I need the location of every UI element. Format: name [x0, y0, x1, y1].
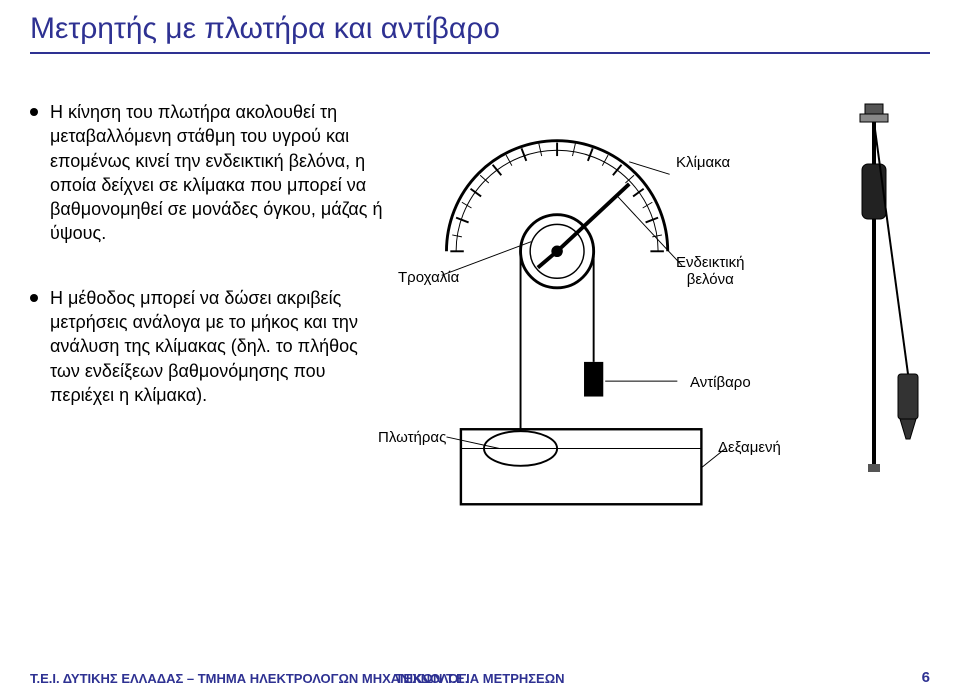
label-velona: Ενδεικτική βελόνα: [676, 254, 744, 288]
text-column: Η κίνηση του πλωτήρα ακολουθεί τη μεταβα…: [30, 94, 390, 447]
bullet-text: Η κίνηση του πλωτήρα ακολουθεί τη μεταβα…: [50, 100, 390, 246]
bullet-text: Η μέθοδος μπορεί να δώσει ακριβείς μετρή…: [50, 286, 390, 407]
bullet-dot-icon: [30, 294, 38, 302]
bullet-item: Η κίνηση του πλωτήρα ακολουθεί τη μεταβα…: [30, 100, 390, 246]
label-troxalia: Τροχαλία: [398, 269, 459, 286]
label-klimaka: Κλίμακα: [676, 154, 730, 171]
bullet-item: Η μέθοδος μπορεί να δώσει ακριβείς μετρή…: [30, 286, 390, 407]
gauge-svg: [408, 94, 812, 524]
content-row: Η κίνηση του πλωτήρα ακολουθεί τη μεταβα…: [30, 94, 930, 524]
bullet-dot-icon: [30, 108, 38, 116]
footer-center: ΤΕΧΝΟΛΟΓΙΑ ΜΕΤΡΗΣΕΩΝ: [395, 671, 564, 686]
slide: Μετρητής με πλωτήρα και αντίβαρο Η κίνησ…: [0, 0, 960, 696]
slide-footer: Τ.Ε.Ι. ΔΥΤΙΚΗΣ ΕΛΛΑΔΑΣ – ΤΜΗΜΑ ΗΛΕΚΤΡΟΛΟ…: [0, 669, 960, 686]
label-plotiras: Πλωτήρας: [378, 429, 446, 446]
label-deksameni: Δεξαμενή: [718, 439, 781, 456]
label-antivaro: Αντίβαρο: [690, 374, 751, 391]
page-number: 6: [922, 669, 930, 686]
slide-title: Μετρητής με πλωτήρα και αντίβαρο: [30, 12, 930, 54]
float-rod-diagram: [830, 94, 930, 524]
gauge-diagram: Κλίμακα Τροχαλία Ενδεικτική βελόνα Πλωτή…: [408, 94, 812, 524]
rod-svg: [830, 94, 930, 524]
